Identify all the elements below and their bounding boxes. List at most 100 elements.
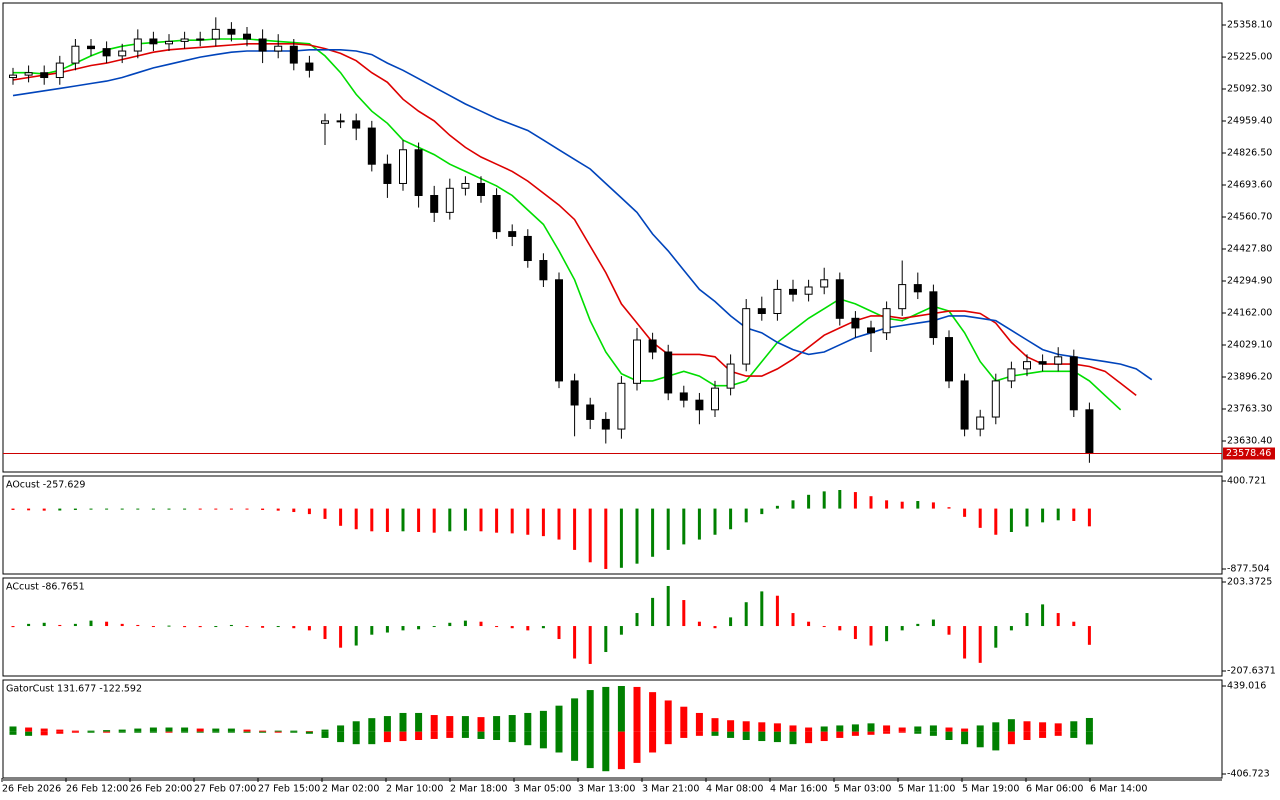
histogram-bar [929,731,937,736]
candle-body [430,195,439,213]
candle-body [477,182,485,197]
histogram-bar [290,731,298,733]
y-tick-label: 23630.40 [1227,436,1272,447]
histogram-bar [695,731,703,736]
histogram-bar [274,730,282,732]
histogram-bar [524,712,532,732]
histogram-bar [58,508,62,511]
histogram-bar [555,705,563,732]
histogram-bar [136,508,140,510]
panel-frame [2,2,1223,473]
histogram-bar [992,731,1000,751]
histogram-bar [1072,508,1076,521]
histogram-bar [383,731,391,743]
histogram-bar [961,731,969,745]
histogram-bar [916,623,920,627]
candle-body [149,38,158,45]
histogram-bar [321,731,329,738]
histogram-bar [212,731,220,733]
histogram-bar [105,508,109,510]
histogram-bar [461,731,469,738]
histogram-bar [539,731,547,749]
histogram-bar [56,729,64,732]
panel-title: GatorCust 131.677 -122.592 [6,684,142,695]
candle-body [867,327,875,334]
histogram-bar [11,508,15,510]
histogram-bar [1056,613,1060,627]
histogram-bar [1085,717,1093,732]
histogram-bar [994,626,998,648]
histogram-bar [183,626,187,628]
histogram-bar [697,621,701,627]
histogram-bar [118,731,126,733]
histogram-bar [947,626,951,635]
histogram-bar [87,730,95,732]
histogram-bar [664,700,672,732]
candle-body [40,72,49,79]
x-tick-label: 2 Mar 18:00 [450,784,507,795]
x-tick-label: 27 Feb 15:00 [258,784,320,795]
histogram-bar [399,712,407,732]
candle-body [789,288,797,295]
y-tick-label: 24294.90 [1227,276,1272,287]
histogram-bar [588,626,592,664]
histogram-bar [869,496,873,509]
histogram-bar [337,725,345,732]
histogram-bar [368,718,376,732]
moving-average-line [12,49,1153,381]
histogram-bar [198,508,202,510]
histogram-bar [495,626,499,628]
histogram-bar [73,623,77,627]
histogram-bar [571,731,579,761]
histogram-bar [307,626,311,631]
histogram-bar [619,508,623,568]
histogram-bar [898,727,906,732]
candle-body [945,337,953,382]
histogram-bar [791,613,795,627]
histogram-bar [664,731,672,745]
candle-body [539,260,548,281]
histogram-bar [103,730,111,732]
histogram-bar [992,722,1000,732]
histogram-bar [25,731,33,736]
histogram-bar [680,731,688,738]
candle-body [773,288,782,314]
histogram-bar [307,508,311,515]
candle-body [196,38,205,41]
histogram-bar [446,716,454,732]
histogram-bar [820,731,828,742]
histogram-bar [430,715,438,732]
histogram-bar [557,626,561,640]
x-tick-label: 2 Mar 10:00 [386,784,443,795]
histogram-bar [697,508,701,540]
candle-body [336,120,345,123]
x-tick-label: 27 Feb 07:00 [194,784,256,795]
candle-body [1038,361,1047,365]
histogram-bar [571,698,579,732]
candle-body [352,120,361,129]
histogram-bar [680,706,688,732]
histogram-bar [417,508,421,532]
x-tick-label: 6 Mar 14:00 [1090,784,1147,795]
histogram-bar [183,508,187,510]
histogram-bar [586,690,594,732]
candle-body [617,382,626,430]
y-tick-label: 400.721 [1227,476,1266,487]
candle-body [929,291,938,339]
x-tick-label: 26 Feb 20:00 [130,784,192,795]
candle-body [648,339,657,353]
candle-body [87,45,95,50]
panel-frame [2,577,1223,677]
panel-frame [2,679,1223,779]
histogram-bar [11,626,15,628]
histogram-bar [493,716,501,732]
histogram-bar [508,715,516,732]
histogram-bar [385,508,389,532]
histogram-bar [477,731,485,739]
histogram-bar [321,729,329,732]
candle-body [851,317,860,329]
candle-body [71,45,80,64]
histogram-bar [773,731,781,743]
candle-body [211,28,220,40]
histogram-bar [586,731,594,769]
